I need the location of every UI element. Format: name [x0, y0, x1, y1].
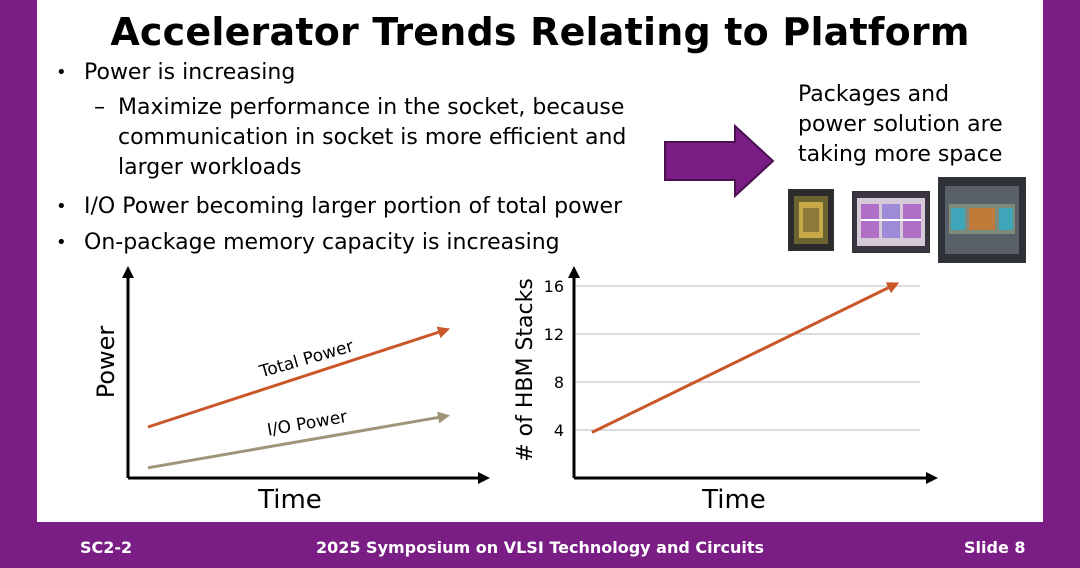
package-image — [852, 191, 930, 253]
bullet-dot: • — [56, 196, 67, 217]
y-tick-label: 12 — [544, 325, 564, 344]
hbm-y-ticks: 4 8 12 16 — [544, 277, 564, 440]
hbm-x-axis-label: Time — [701, 485, 766, 515]
bullet-text: Power is increasing — [84, 60, 296, 85]
right-arrow-icon — [664, 124, 775, 198]
series-arrowhead — [436, 326, 450, 339]
sub-bullet-line: larger workloads — [118, 155, 302, 180]
dash-glyph: – — [94, 95, 105, 120]
power-chart-axes — [122, 266, 490, 484]
bullet-dot: • — [56, 232, 67, 253]
footer-conference: 2025 Symposium on VLSI Technology and Ci… — [315, 538, 765, 557]
power-y-axis-label: Power — [92, 326, 120, 399]
hbm-y-axis-label: # of HBM Stacks — [513, 278, 538, 462]
bullet-text: I/O Power becoming larger portion of tot… — [84, 194, 623, 219]
series-line — [147, 415, 443, 470]
power-x-axis-label: Time — [257, 485, 322, 515]
sub-bullet-line: Maximize performance in the socket, beca… — [118, 95, 625, 120]
packages-text: Packages and power solution are taking m… — [798, 80, 1028, 170]
y-tick-label: 8 — [554, 373, 564, 392]
packages-line: taking more space — [798, 142, 1003, 167]
hbm-chart: 4 8 12 16 # of HBM Stacks Time — [513, 266, 938, 515]
hbm-chart-axes — [568, 266, 938, 484]
footer-session: SC2-2 — [80, 538, 133, 557]
packages-line: Packages and — [798, 82, 950, 107]
y-tick-label: 16 — [544, 277, 564, 296]
package-image — [788, 189, 834, 251]
sub-bullet-line: communication in socket is more efficien… — [118, 125, 627, 150]
footer-slide-number: Slide 8 — [964, 538, 1026, 557]
hbm-series-arrowhead — [885, 282, 900, 294]
hbm-series-line — [591, 284, 893, 434]
bullet-text: On-package memory capacity is increasing — [84, 230, 560, 255]
footer-bar: SC2-2 2025 Symposium on VLSI Technology … — [0, 522, 1080, 568]
bullet-dot: • — [56, 62, 67, 83]
y-tick-label: 4 — [554, 421, 564, 440]
series-arrowhead — [437, 411, 450, 424]
package-image — [938, 177, 1026, 263]
series-line — [147, 329, 443, 429]
hbm-chart-grid — [574, 285, 920, 431]
hbm-series-group — [591, 282, 900, 434]
slide-title: Accelerator Trends Relating to Platform — [110, 10, 970, 54]
packages-line: power solution are — [798, 112, 1003, 137]
